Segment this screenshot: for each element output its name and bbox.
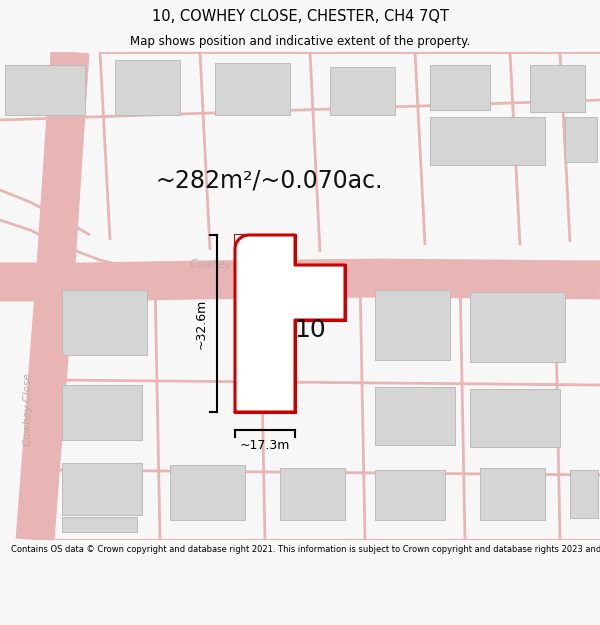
Text: 10: 10: [294, 318, 326, 342]
Text: Map shows position and indicative extent of the property.: Map shows position and indicative extent…: [130, 36, 470, 48]
Polygon shape: [235, 235, 345, 412]
Bar: [530, 65, 585, 112]
Text: Cowhey Close: Cowhey Close: [23, 374, 33, 446]
Bar: [375, 387, 455, 445]
Bar: [375, 470, 445, 520]
Bar: [170, 465, 245, 520]
Bar: [215, 63, 290, 115]
Bar: [375, 290, 450, 360]
Bar: [330, 67, 395, 115]
Bar: [5, 65, 85, 115]
Bar: [280, 468, 345, 520]
Bar: [62, 385, 142, 440]
Bar: [470, 292, 565, 362]
Bar: [115, 60, 180, 115]
Polygon shape: [235, 235, 345, 412]
Bar: [470, 389, 560, 447]
Text: Cowhey Close: Cowhey Close: [190, 259, 263, 272]
Text: ~282m²/~0.070ac.: ~282m²/~0.070ac.: [155, 168, 383, 192]
Text: ~32.6m: ~32.6m: [195, 298, 208, 349]
Bar: [62, 290, 147, 355]
Bar: [430, 117, 545, 165]
Text: ~17.3m: ~17.3m: [240, 439, 290, 452]
Bar: [62, 463, 142, 515]
Text: Contains OS data © Crown copyright and database right 2021. This information is : Contains OS data © Crown copyright and d…: [11, 545, 600, 554]
Bar: [62, 517, 137, 532]
Text: 10, COWHEY CLOSE, CHESTER, CH4 7QT: 10, COWHEY CLOSE, CHESTER, CH4 7QT: [151, 9, 449, 24]
Bar: [570, 470, 598, 518]
Bar: [430, 65, 490, 110]
Bar: [480, 468, 545, 520]
Bar: [565, 117, 597, 162]
